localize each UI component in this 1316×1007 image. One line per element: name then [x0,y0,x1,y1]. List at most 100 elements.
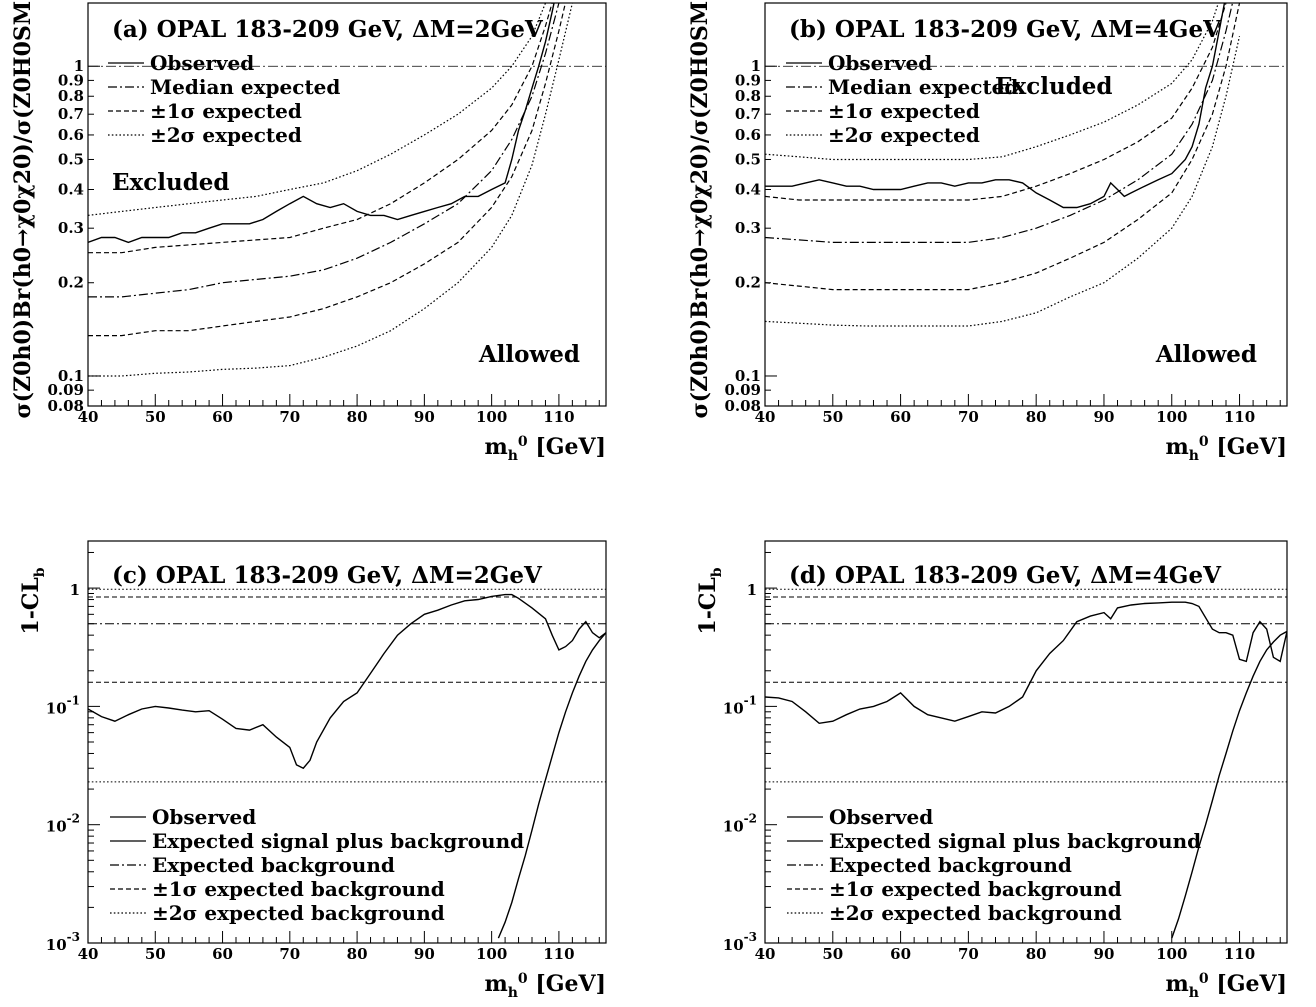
y-tick-label: 0.5 [735,150,761,168]
x-tick-label: 100 [476,945,507,963]
legend-label: Expected background [829,853,1072,877]
y-tick-label: 10-1 [46,693,80,717]
legend-label: Expected signal plus background [152,829,524,853]
data-layer [88,3,606,377]
legend-label: ±2σ expected background [829,901,1122,925]
legend-label: Observed [150,51,254,75]
annotation-allowed: Allowed [478,341,580,368]
x-tick-label: 70 [958,945,979,963]
panel-title: (b) OPAL 183-209 GeV, ΔM=4GeV [789,16,1222,43]
data-layer [765,588,1287,939]
legend-label: ±2σ expected [828,123,980,147]
y-tick-label: 0.6 [58,126,84,144]
y-tick-label: 0.8 [735,87,761,105]
series-dotted [88,3,547,216]
legend-label: ±1σ expected [150,99,302,123]
y-tick-label: 0.1 [735,367,761,385]
series-solid [88,3,555,244]
x-tick-label: 90 [414,408,435,426]
y-tick-label: 0.09 [47,381,84,399]
x-tick-label: 60 [212,945,233,963]
x-tick-label: 80 [1026,945,1047,963]
y-tick-label: 0.2 [735,274,761,292]
x-tick-label: 70 [279,945,300,963]
y-tick-label: 0.3 [58,219,84,237]
y-tick-label: 1 [747,581,757,599]
y-tick-label: 0.8 [58,87,84,105]
x-tick-label: 40 [78,945,99,963]
x-axis-label: mh0 [GeV] [484,971,606,1001]
series-solid [765,601,1287,725]
series-solid [1171,630,1287,939]
x-tick-label: 90 [414,945,435,963]
y-tick-label: 10-1 [723,693,757,717]
y-tick-label: 1 [74,57,84,75]
x-tick-label: 80 [347,408,368,426]
x-tick-label: 100 [1156,408,1187,426]
legend-label: ±1σ expected [828,99,980,123]
series-solid [765,3,1226,209]
y-tick-label: 0.1 [58,367,84,385]
x-tick-label: 110 [543,408,574,426]
x-tick-label: 90 [1094,945,1115,963]
y-tick-label: 10-3 [723,930,757,954]
x-axis-label: mh0 [GeV] [1165,971,1287,1001]
y-axis-label: σ(Z0h0)Br(h0→χ0χ20)/σ(Z0H0SM) [10,0,36,419]
panel-b: 40 50 60 70 80 90 100 110 0.080.090.1 0.2 0.3 0.4 0.… [687,0,1288,464]
x-tick-label: 90 [1094,408,1115,426]
legend-label: ±1σ expected background [829,877,1122,901]
legend-label: ±1σ expected background [152,877,445,901]
x-tick-label: 50 [145,945,166,963]
data-layer [88,588,606,939]
y-tick-label: 10-3 [46,930,80,954]
x-tick-label: 40 [755,408,776,426]
x-tick-label: 50 [822,945,843,963]
x-tick-label: 60 [212,408,233,426]
y-tick-label: 0.09 [724,381,761,399]
series-dashed [88,3,567,337]
panel-title: (d) OPAL 183-209 GeV, ΔM=4GeV [789,562,1222,589]
x-tick-label: 110 [1224,945,1255,963]
series-dashed [765,3,1227,201]
series-solid [497,632,606,939]
legend-label: ±2σ expected [150,123,302,147]
x-tick-label: 80 [1026,408,1047,426]
y-axis-label: 1-CLb [695,567,725,634]
x-tick-label: 40 [78,408,99,426]
y-tick-label: 0.5 [58,150,84,168]
x-tick-label: 60 [890,945,911,963]
x-tick-label: 80 [347,945,368,963]
panel-c: 40 50 60 70 80 90 100 110 10-3 10-2 10-1 1 (c) OPAL … [18,540,607,1001]
x-tick-label: 100 [1156,945,1187,963]
y-tick-label: 0.08 [47,397,84,415]
panel-title: (a) OPAL 183-209 GeV, ΔM=2GeV [112,16,544,43]
annotation-excluded: Excluded [112,169,230,196]
y-tick-label: 0.7 [58,105,84,123]
x-tick-label: 50 [145,408,166,426]
x-tick-label: 50 [822,408,843,426]
y-tick-label: 10-2 [723,812,757,836]
panel-a: 40 50 60 70 80 90 100 110 0.080.090.1 0.2 0.3 0.4 0.… [10,0,607,464]
series-solid [88,593,606,770]
legend-label: Observed [152,805,256,829]
x-tick-label: 100 [476,408,507,426]
y-tick-label: 10-2 [46,812,80,836]
legend-label: Observed [828,51,932,75]
legend-label: Median expected [828,75,1018,99]
x-tick-label: 110 [543,945,574,963]
x-tick-label: 60 [890,408,911,426]
y-tick-label: 0.2 [58,274,84,292]
legend-label: Expected signal plus background [829,829,1201,853]
data-layer [765,3,1287,327]
y-tick-label: 0.4 [735,180,761,198]
legend-label: Observed [829,805,933,829]
series-dashdot [765,3,1234,243]
y-tick-label: 0.08 [724,397,761,415]
y-axis-label: 1-CLb [18,567,48,634]
legend-label: ±2σ expected background [152,901,445,925]
x-axis-label: mh0 [GeV] [1165,434,1287,464]
series-dashed [765,3,1241,291]
x-tick-label: 70 [958,408,979,426]
x-tick-label: 40 [755,945,776,963]
